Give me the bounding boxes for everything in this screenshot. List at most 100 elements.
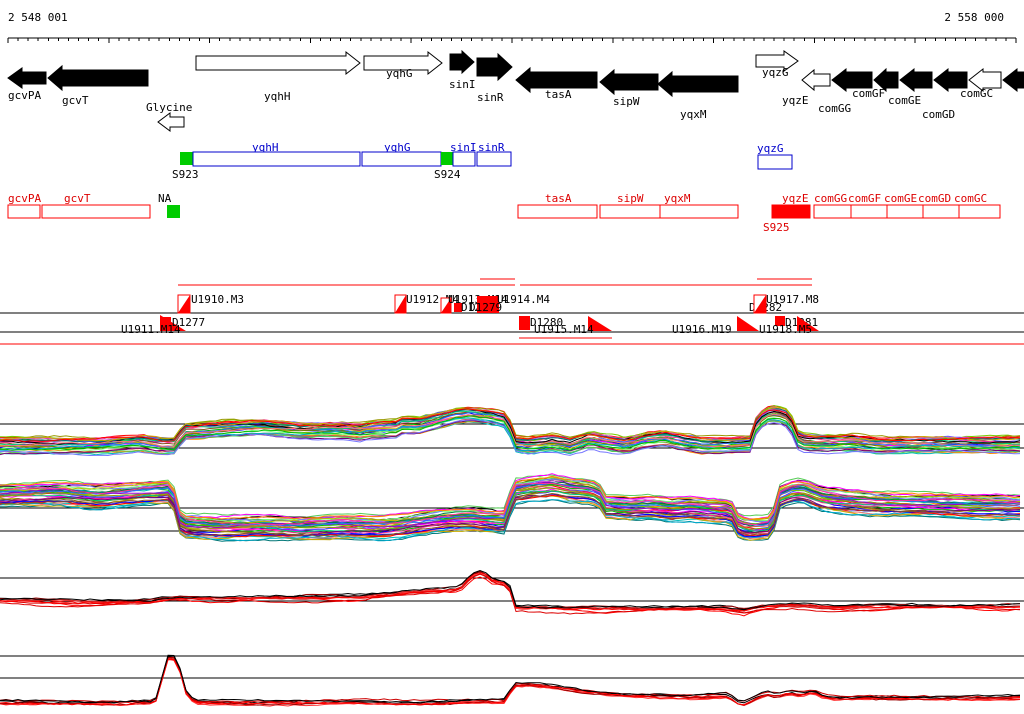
annotation-box[interactable] (958, 204, 1001, 219)
marker-box[interactable] (477, 296, 499, 313)
annotation-label: S925 (763, 221, 790, 234)
annotation-label: yqzE (782, 192, 809, 205)
segment-label: D1280 (530, 316, 563, 329)
annotation-filled-box[interactable] (771, 204, 811, 219)
annotation-box[interactable] (813, 204, 852, 219)
gene-arrow-gcvT[interactable] (47, 64, 149, 92)
transcript-green-box[interactable] (180, 152, 193, 165)
annotation-box[interactable] (7, 204, 41, 219)
segment-label: U1916.M19 (672, 323, 732, 336)
annotation-box[interactable] (41, 204, 151, 219)
gene-label: sinI (449, 78, 476, 91)
expression-panel-3-trace (0, 576, 1021, 617)
marker-box[interactable] (161, 317, 171, 325)
segment-name-label: S923 (172, 168, 199, 181)
segment-label: U1918.M5 (759, 323, 812, 336)
annotation-label: yqxM (664, 192, 691, 205)
segment-name-label: S924 (434, 168, 461, 181)
annotation-box[interactable] (850, 204, 888, 219)
marker-fill (441, 298, 451, 313)
gene-arrow-yqxM[interactable] (657, 70, 739, 98)
gene-label: comGC (960, 87, 993, 100)
gene-arrow-tasA[interactable] (515, 66, 598, 94)
gene-label: comGG (818, 102, 851, 115)
annotation-box[interactable] (599, 204, 661, 219)
marker-triangle[interactable] (737, 316, 759, 331)
gene-arrow-Glycine[interactable] (157, 112, 185, 132)
annotation-label: sipW (617, 192, 644, 205)
annotation-box[interactable] (659, 204, 739, 219)
marker-fill (178, 295, 190, 313)
gene-arrow-comGG[interactable] (831, 67, 873, 93)
segment-label: D1279 (469, 301, 502, 314)
annotation-box[interactable] (886, 204, 924, 219)
gene-arrow-comGC[interactable] (968, 67, 1002, 93)
gene-arrow-gcvPA[interactable] (7, 67, 47, 89)
transcript-box[interactable] (192, 151, 361, 167)
transcript-label: sinI (450, 141, 477, 154)
expression-panel-4-trace (0, 655, 1021, 704)
expression-panel-2-trace (0, 487, 1021, 531)
annotation-label: gcvT (64, 192, 91, 205)
segment-marker: D1280 (519, 316, 563, 330)
transcript-box[interactable] (757, 154, 793, 170)
gene-arrow-sipW[interactable] (599, 68, 659, 96)
gene-arrow-sinI[interactable] (449, 49, 475, 75)
gene-arrow-partial[interactable] (1002, 67, 1024, 93)
marker-fill (754, 295, 766, 313)
annotation-label: comGF (848, 192, 881, 205)
marker-triangle[interactable] (588, 316, 612, 331)
gene-arrow-yqhH[interactable] (195, 50, 361, 76)
transcript-label: yqhH (252, 141, 279, 154)
ruler-end-coordinate: 2 558 000 (944, 11, 1004, 24)
annotation-box[interactable] (517, 204, 598, 219)
gene-arrow-yqhG[interactable] (363, 50, 443, 76)
annotation-green-box[interactable] (167, 205, 180, 218)
gene-label: gcvT (62, 94, 89, 107)
expression-panel-1-trace (0, 413, 1021, 448)
gene-arrow-yqzE[interactable] (801, 68, 831, 92)
segment-marker: U1910.M3 (177, 293, 244, 314)
segment-marker: U1914.M4 (497, 293, 550, 306)
transcript-label: yqhG (384, 141, 411, 154)
expression-panel-4-trace (0, 659, 1021, 706)
expression-panel-2-trace (0, 475, 1021, 520)
marker-box[interactable] (454, 303, 462, 312)
expression-panel-4-trace (0, 657, 1021, 706)
gene-label: Glycine (146, 101, 192, 114)
segment-marker: U1915.M14 (534, 316, 612, 336)
expression-panel-2-trace (0, 492, 1021, 537)
segment-label: U1914.M4 (497, 293, 550, 306)
gene-label: yqhH (264, 90, 291, 103)
marker-box[interactable] (775, 316, 785, 326)
expression-panel-1-trace (0, 408, 1021, 443)
transcript-green-box[interactable] (441, 152, 453, 165)
marker-box[interactable] (519, 316, 530, 330)
gene-arrow-yqzG[interactable] (755, 50, 799, 72)
annotation-label: gcvPA (8, 192, 41, 205)
segment-marker: U1918.M5 (759, 316, 819, 336)
gene-label: comGD (922, 108, 955, 121)
gene-arrow-sinR[interactable] (476, 52, 513, 82)
transcript-box[interactable] (361, 151, 442, 167)
transcript-label: yqzG (757, 142, 784, 155)
segment-label: D1277 (172, 316, 205, 329)
segment-label: U1917.M8 (766, 293, 819, 306)
annotation-label: comGE (884, 192, 917, 205)
marker-triangle[interactable] (797, 316, 819, 331)
annotation-label: tasA (545, 192, 572, 205)
gene-arrow-comGF[interactable] (873, 67, 899, 93)
gene-label: gcvPA (8, 89, 41, 102)
annotation-box[interactable] (922, 204, 960, 219)
gene-label: sinR (477, 91, 504, 104)
gene-arrow-comGD[interactable] (933, 67, 968, 93)
transcript-box[interactable] (476, 151, 512, 167)
annotation-label: comGC (954, 192, 987, 205)
transcript-box[interactable] (452, 151, 476, 167)
gene-arrow-comGE[interactable] (899, 67, 933, 93)
marker-fill (395, 295, 406, 313)
annotation-label: NA (158, 192, 172, 205)
gene-label: comGE (888, 94, 921, 107)
segment-label: U1911.M14 (121, 323, 181, 336)
